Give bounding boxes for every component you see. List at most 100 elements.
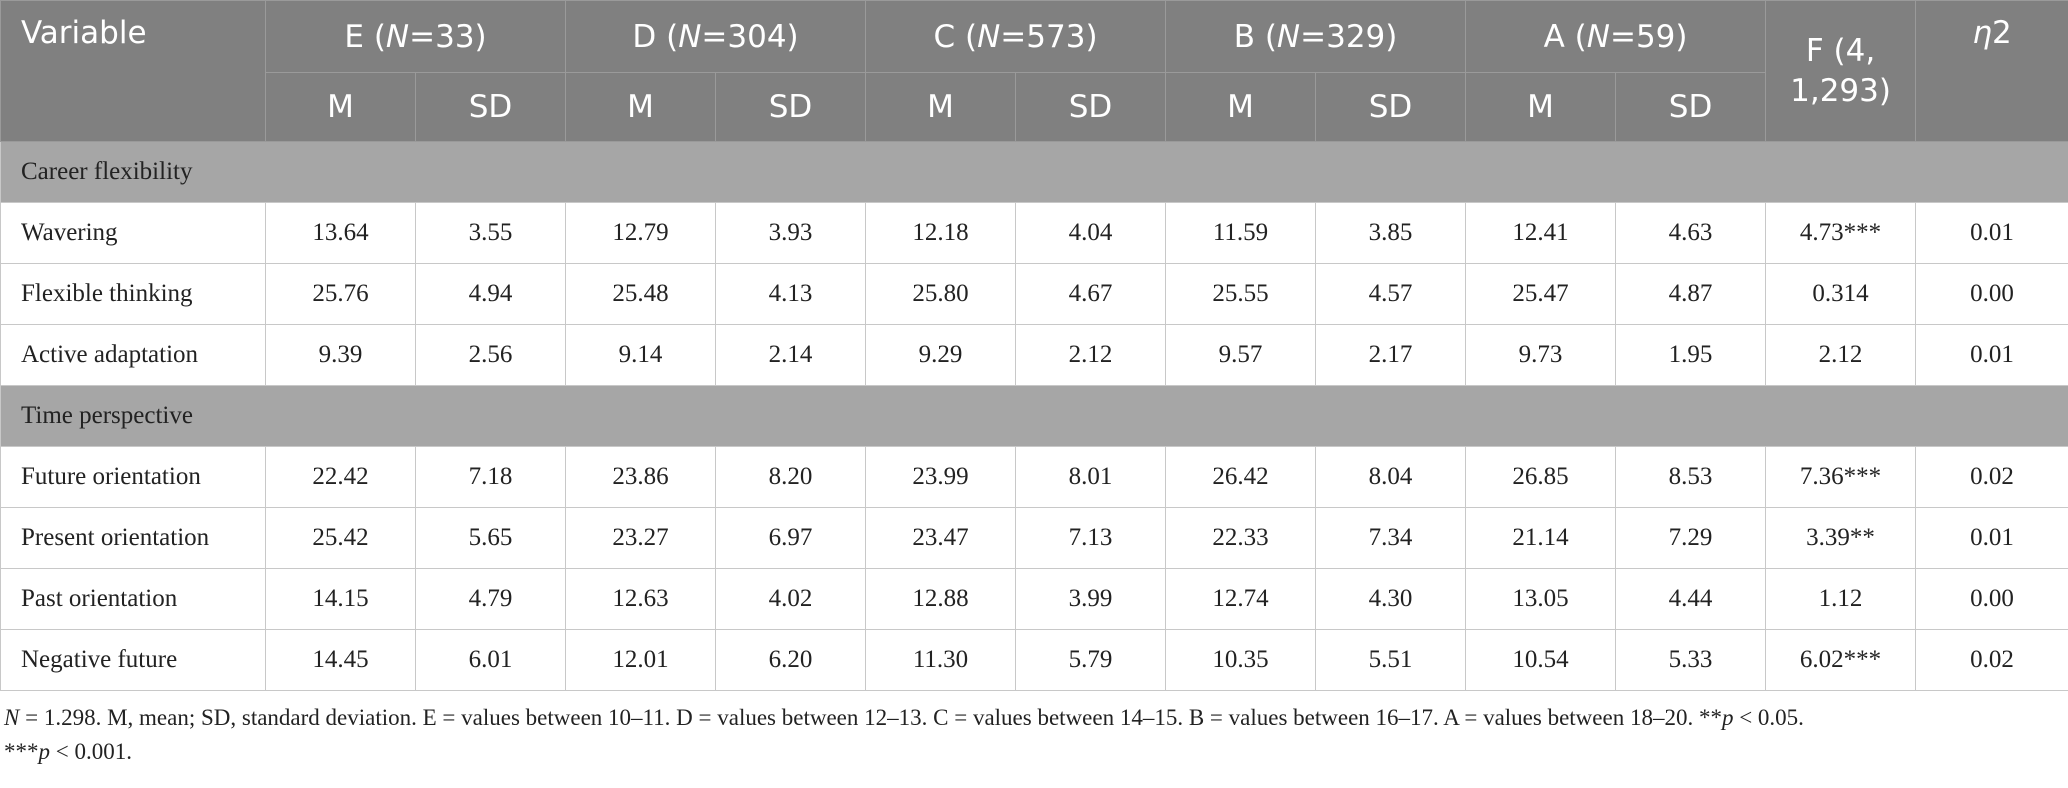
sub-header: SD — [1315, 72, 1467, 142]
cell: 7.36*** — [1765, 446, 1917, 508]
group-text: N — [678, 18, 702, 55]
cell: 2.17 — [1315, 324, 1467, 386]
cell: 0.01 — [1915, 324, 2068, 386]
data-row: Past orientation 14.15 4.79 12.63 4.02 12.88 3… — [0, 568, 2068, 630]
cell: 2.12 — [1015, 324, 1167, 386]
cell: 5.79 — [1015, 629, 1167, 691]
cell: 6.02*** — [1765, 629, 1917, 691]
table-body: Career flexibility Wavering 13.64 3.55 12.79… — [0, 141, 2068, 691]
cell: 8.20 — [715, 446, 867, 508]
cell: 3.85 — [1315, 202, 1467, 264]
cell: 9.57 — [1165, 324, 1317, 386]
cell: 22.42 — [265, 446, 416, 508]
cell: 0.02 — [1915, 629, 2068, 691]
header-row: M SD M SD M SD M SD M SD — [1, 72, 2068, 142]
cell: 12.01 — [565, 629, 717, 691]
cell: 4.67 — [1015, 263, 1167, 325]
cell: 5.51 — [1315, 629, 1467, 691]
footnote-text: *** — [4, 739, 39, 764]
header-cell: F (4, 1,293) — [1765, 0, 1917, 142]
group-header: E (N=33) — [264, 0, 567, 73]
cell: 4.79 — [414, 568, 567, 630]
sub-header: SD — [414, 72, 567, 142]
cell: 1.95 — [1615, 324, 1767, 386]
cell: 23.86 — [565, 446, 717, 508]
cell: 12.88 — [865, 568, 1017, 630]
group-text: E ( — [344, 18, 386, 55]
row-label: Wavering — [0, 202, 266, 264]
cell: 14.15 — [265, 568, 416, 630]
sub-header: M — [265, 72, 416, 142]
table-header: Variable E (N=33) D (N=304) C (N=573) B (N=3… — [0, 0, 2068, 142]
group-text: =33) — [409, 18, 487, 55]
cell: 9.73 — [1465, 324, 1617, 386]
cell: 3.39** — [1765, 507, 1917, 569]
cell: 26.85 — [1465, 446, 1617, 508]
footnote-text: < 0.001. — [50, 739, 132, 764]
cell: 6.97 — [715, 507, 867, 569]
cell: 25.42 — [265, 507, 416, 569]
cell: 0.00 — [1915, 263, 2068, 325]
cell: 4.63 — [1615, 202, 1767, 264]
cell: 14.45 — [265, 629, 416, 691]
eta-suffix: 2 — [1992, 15, 2012, 51]
section-title: Career flexibility — [0, 141, 2068, 203]
data-row: Future orientation 22.42 7.18 23.86 8.20 23.9… — [0, 446, 2068, 508]
group-text: =304) — [701, 18, 799, 55]
cell: 12.63 — [565, 568, 717, 630]
cell: 4.73*** — [1765, 202, 1917, 264]
footnote-text: N — [4, 705, 20, 730]
footnote: N = 1.298. M, mean; SD, standard deviati… — [0, 691, 2068, 769]
section-row: Time perspective — [0, 385, 2068, 447]
row-label: Negative future — [0, 629, 266, 691]
header-row: Variable E (N=33) D (N=304) C (N=573) B (N=3… — [0, 0, 2068, 142]
cell: 8.04 — [1315, 446, 1467, 508]
group-text: D ( — [632, 18, 679, 55]
group-text: =59) — [1609, 18, 1688, 55]
group-header: A (N=59) — [1465, 0, 1767, 73]
cell: 0.01 — [1915, 507, 2068, 569]
cell: 3.55 — [414, 202, 567, 264]
cell: 2.12 — [1765, 324, 1917, 386]
section-row: Career flexibility — [0, 141, 2068, 203]
cell: 7.13 — [1015, 507, 1167, 569]
cell: 13.05 — [1465, 568, 1617, 630]
data-row: Present orientation 25.42 5.65 23.27 6.97 23.… — [0, 507, 2068, 569]
cell: 23.99 — [865, 446, 1017, 508]
group-header: C (N=573) — [865, 0, 1167, 73]
row-label: Active adaptation — [0, 324, 266, 386]
cell: 21.14 — [1465, 507, 1617, 569]
cell: 5.33 — [1615, 629, 1767, 691]
group-text: N — [977, 18, 1001, 55]
sub-header: SD — [1015, 72, 1167, 142]
footnote-line: ***p < 0.001. — [4, 735, 2064, 769]
footnote-text: = 1.298. M, mean; SD, standard deviation… — [19, 705, 1722, 730]
data-row: Wavering 13.64 3.55 12.79 3.93 12.18 4.04 11.59… — [0, 202, 2068, 264]
sub-header: SD — [715, 72, 867, 142]
cell: 0.01 — [1915, 202, 2068, 264]
cell: 6.20 — [715, 629, 867, 691]
cell: 8.01 — [1015, 446, 1167, 508]
sub-header: SD — [1615, 72, 1767, 142]
cell: 4.57 — [1315, 263, 1467, 325]
row-label: Flexible thinking — [0, 263, 266, 325]
cell: 25.48 — [565, 263, 717, 325]
cell: 22.33 — [1165, 507, 1317, 569]
cell: 0.314 — [1765, 263, 1917, 325]
sub-header: M — [865, 72, 1017, 142]
row-label: Future orientation — [0, 446, 266, 508]
eta-symbol: η — [1972, 15, 1992, 51]
cell: 0.00 — [1915, 568, 2068, 630]
cell: 3.99 — [1015, 568, 1167, 630]
cell: 12.41 — [1465, 202, 1617, 264]
row-label: Present orientation — [0, 507, 266, 569]
group-text: C ( — [933, 18, 978, 55]
cell: 2.56 — [414, 324, 567, 386]
cell: 5.65 — [414, 507, 567, 569]
cell: 4.30 — [1315, 568, 1467, 630]
cell: 7.29 — [1615, 507, 1767, 569]
cell: 8.53 — [1615, 446, 1767, 508]
sub-header: M — [1465, 72, 1617, 142]
cell: 26.42 — [1165, 446, 1317, 508]
